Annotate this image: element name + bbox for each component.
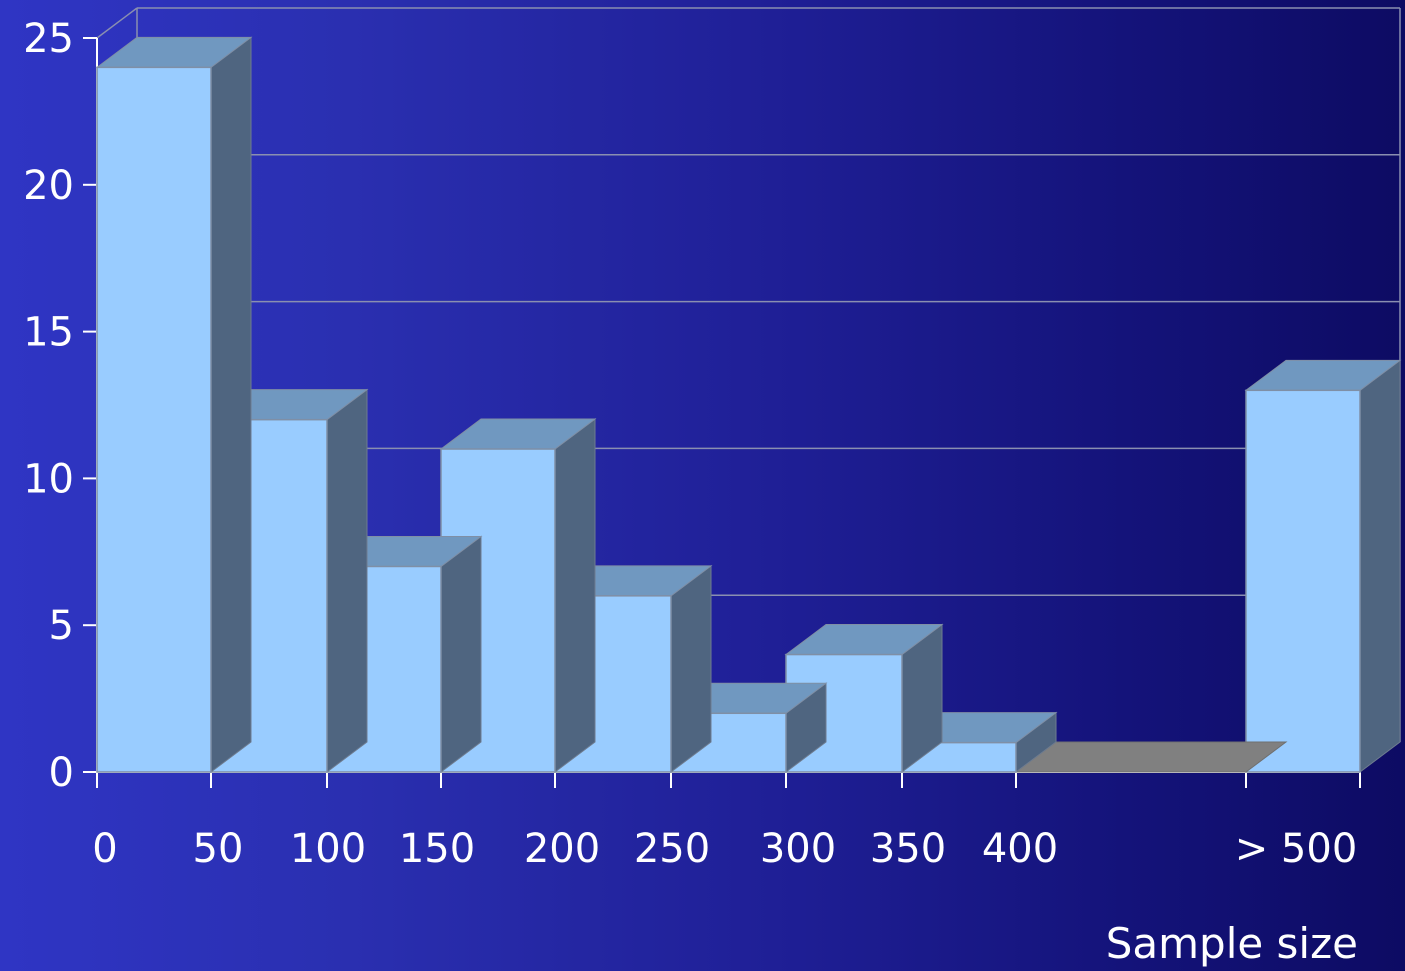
x-tick-label: 150 (399, 826, 475, 872)
bar-floor (1014, 741, 1288, 773)
x-tick-label: 100 (290, 826, 366, 872)
y-tick-label: 5 (49, 603, 74, 649)
x-tick-label: 200 (524, 826, 600, 872)
bar-0-50 (95, 36, 253, 773)
x-tick-label: 250 (634, 826, 710, 872)
y-tick-label: 0 (49, 750, 74, 796)
bars (95, 36, 1402, 773)
y-tick-label: 25 (23, 16, 74, 62)
bar-side (440, 535, 482, 773)
bar-front (1245, 389, 1361, 773)
x-tick-label: 0 (92, 826, 117, 872)
bar-300-350 (784, 623, 944, 773)
bar-400-500 (1014, 741, 1288, 773)
y-tick-labels: 0 5 10 15 20 25 (23, 16, 74, 796)
bar-side (670, 564, 712, 773)
x-tick-label: 50 (193, 826, 244, 872)
x-tick-label: > 500 (1235, 826, 1358, 872)
bar-500 (1244, 359, 1402, 773)
bar-front (96, 66, 212, 773)
bar-side (554, 418, 596, 773)
bar-side (1359, 359, 1401, 773)
y-tick-label: 20 (23, 163, 74, 209)
bar-side (326, 388, 368, 773)
side-wall-top (96, 7, 138, 39)
x-tick-labels: 0 50 100 150 200 250 300 350 400 > 500 (92, 826, 1357, 872)
x-tick-label: 400 (982, 826, 1058, 872)
x-tick-label: 350 (870, 826, 946, 872)
bar-side (210, 36, 252, 773)
y-tick-label: 10 (23, 456, 74, 502)
x-tick-label: 300 (760, 826, 836, 872)
x-axis-title: Sample size (1106, 919, 1358, 968)
y-tick-label: 15 (23, 310, 74, 356)
